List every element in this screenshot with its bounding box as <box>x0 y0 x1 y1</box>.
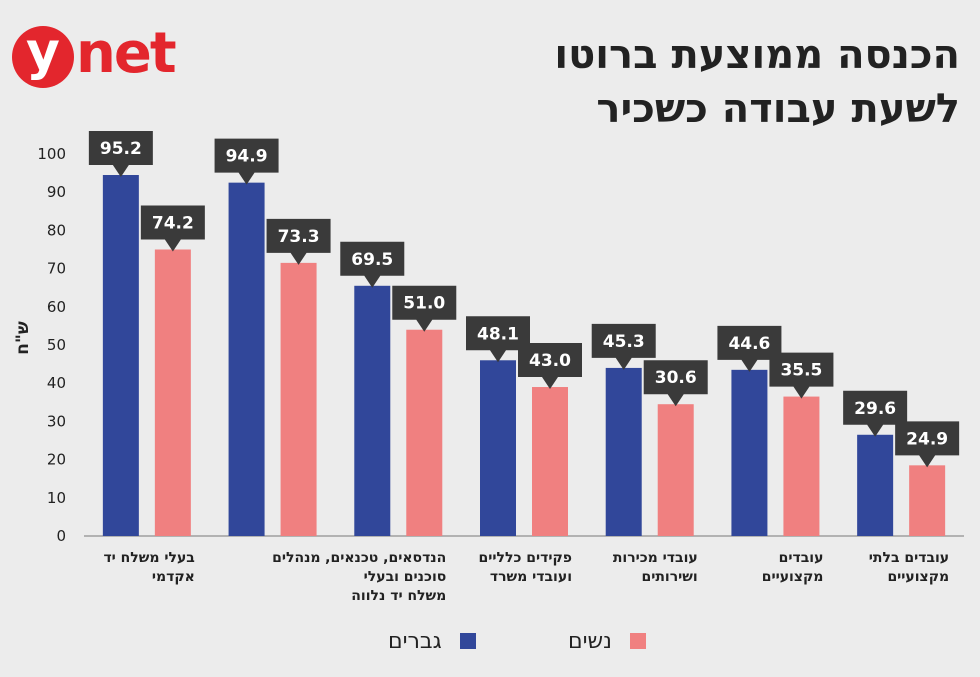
category-label-0-line-1: אקדמי <box>152 569 195 585</box>
value-callout-men-5 <box>717 325 782 372</box>
legend-label-men: גברים <box>388 628 442 654</box>
value-callout-women-4 <box>643 360 708 407</box>
bar-women-0 <box>154 249 191 536</box>
bar-women-3 <box>532 387 568 536</box>
value-label-men-0: 95.2 <box>100 139 142 159</box>
bar-men-3 <box>480 360 516 536</box>
value-callout-women-3 <box>518 343 582 390</box>
bar-women-4 <box>657 404 694 536</box>
bar-women-2 <box>406 329 443 536</box>
category-label-6-line-1: מקצועיים <box>887 569 949 585</box>
category-label-3-line-1: ועובדי משרד <box>490 569 572 585</box>
value-callout-women-2 <box>392 285 457 332</box>
category-label-1-line-0: מנהלים <box>272 550 320 566</box>
value-callout-men-6 <box>843 390 908 437</box>
bar-men-2 <box>354 285 391 536</box>
bar-men-1 <box>228 182 265 536</box>
logo-letter: y <box>12 26 74 88</box>
value-callout-men-2 <box>340 241 405 288</box>
value-callout-women-5 <box>769 352 834 399</box>
value-callout-women-6 <box>895 421 960 468</box>
value-callout-men-0 <box>88 131 153 178</box>
y-tick-label-7: 70 <box>47 260 66 278</box>
category-label-3-line-0: פקידים כלליים <box>479 550 572 566</box>
value-label-women-3: 43.0 <box>529 351 571 371</box>
value-label-women-2: 51.0 <box>403 294 445 314</box>
value-callout-men-4 <box>591 323 656 370</box>
category-label-5-line-1: מקצועיים <box>762 569 824 585</box>
category-label-4-line-0: עובדי מכירות <box>613 550 698 566</box>
value-label-men-1: 94.9 <box>226 147 268 167</box>
category-label-6-line-0: עובדים בלתי <box>869 550 949 566</box>
bar-men-4 <box>605 367 642 536</box>
bar-women-1 <box>280 262 317 536</box>
legend-item-women: נשים <box>568 626 646 656</box>
legend: גברים נשים <box>0 626 980 656</box>
value-label-women-4: 30.6 <box>655 368 697 388</box>
value-label-men-4: 45.3 <box>603 332 645 352</box>
y-tick-label-9: 90 <box>47 183 66 201</box>
y-tick-label-4: 40 <box>47 374 66 392</box>
chart-title-line-2: לשעת עבודה כשכיר <box>596 86 960 132</box>
legend-label-women: נשים <box>568 628 612 654</box>
value-label-men-6: 29.6 <box>854 399 896 419</box>
value-label-women-6: 24.9 <box>906 429 948 449</box>
value-label-men-5: 44.6 <box>728 334 770 354</box>
bar-women-6 <box>909 465 946 536</box>
y-tick-label-10: 100 <box>37 145 66 163</box>
y-tick-label-2: 20 <box>47 451 66 469</box>
y-tick-label-1: 10 <box>47 489 66 507</box>
chart-title-line-1: הכנסה ממוצעת ברוטו <box>554 32 960 78</box>
bar-men-0 <box>102 175 139 536</box>
legend-swatch-women <box>629 633 646 649</box>
ynet-logo: y net <box>12 21 177 92</box>
value-callout-men-3 <box>466 316 530 363</box>
category-label-2-line-1: סוכנים ובעלי <box>364 569 447 585</box>
bar-chart: 0 10 20 30 40 50 60 70 80 90 100 ש"ח 95.2 74.2 בעלי מש… <box>13 131 964 604</box>
legend-swatch-men <box>459 633 476 649</box>
category-label-5-line-0: עובדים <box>779 550 824 566</box>
chart-title: הכנסה ממוצעת ברוטו לשעת עבודה כשכיר <box>360 28 960 136</box>
value-label-men-3: 48.1 <box>477 324 519 344</box>
value-callout-women-1 <box>266 218 331 265</box>
legend-item-men: גברים <box>388 626 476 656</box>
value-callout-women-0 <box>140 205 205 252</box>
bar-men-5 <box>731 369 768 536</box>
y-tick-label-6: 60 <box>47 298 66 316</box>
bar-women-5 <box>783 396 820 536</box>
value-label-women-5: 35.5 <box>780 361 822 381</box>
value-label-women-1: 73.3 <box>278 227 320 247</box>
y-tick-label-5: 50 <box>47 336 66 354</box>
y-tick-label-0: 0 <box>56 527 66 545</box>
y-tick-label-8: 80 <box>47 221 66 239</box>
value-label-women-0: 74.2 <box>152 214 194 234</box>
value-callout-men-1 <box>214 138 279 185</box>
category-label-2-line-2: משלח יד נלווה <box>351 588 446 604</box>
y-tick-label-3: 30 <box>47 412 66 430</box>
logo-wordmark: net <box>76 21 177 86</box>
category-label-4-line-1: ושירותים <box>641 569 697 585</box>
value-label-men-2: 69.5 <box>351 250 393 270</box>
category-label-0-line-0: בעלי משלח יד <box>103 550 194 566</box>
y-axis-label: ש"ח <box>13 321 33 355</box>
category-label-2-line-0: הנדסאים, טכנאים, <box>325 550 446 566</box>
bar-men-6 <box>857 434 894 536</box>
